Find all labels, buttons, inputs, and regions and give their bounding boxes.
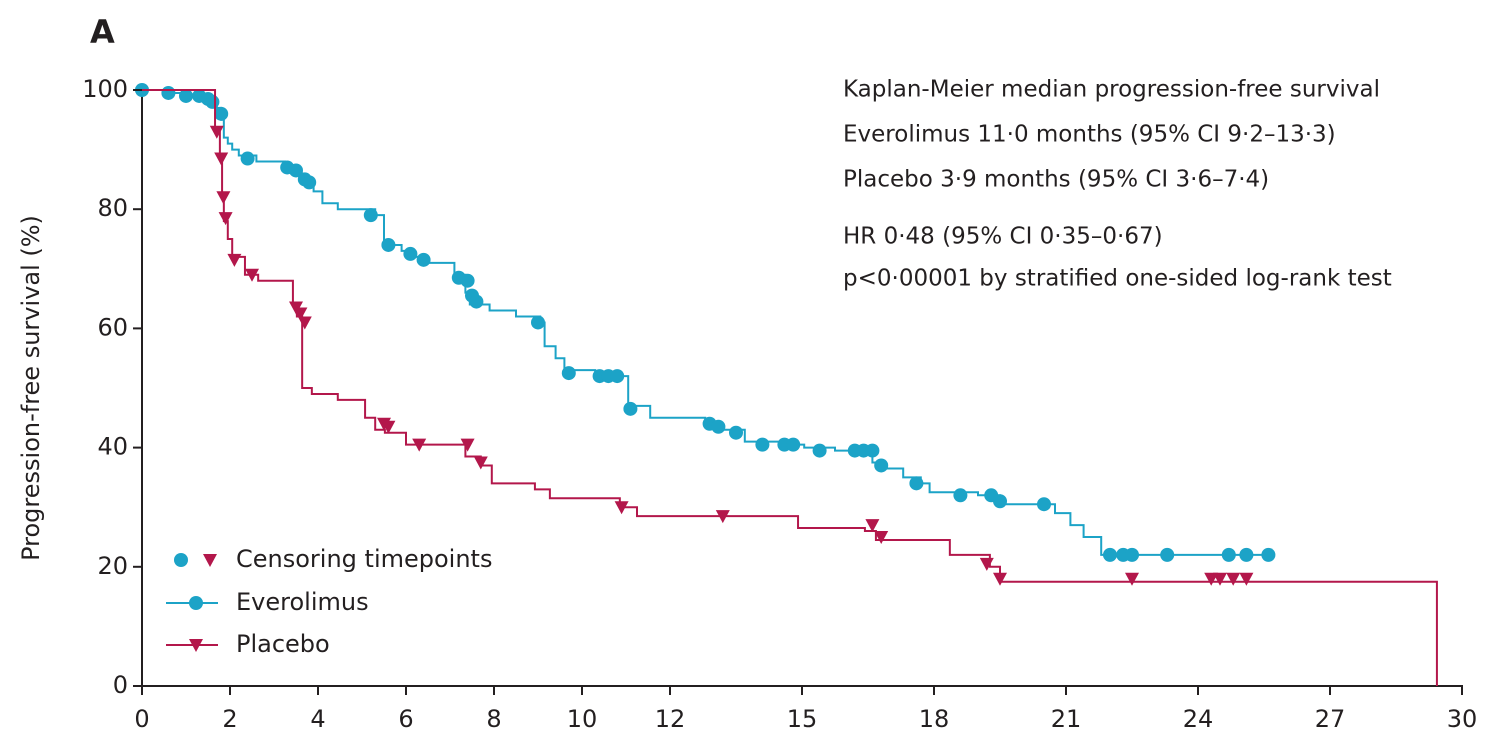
censor-mark <box>1125 547 1139 562</box>
censor-mark <box>302 175 317 190</box>
censor-mark <box>874 458 889 473</box>
censor-mark <box>993 494 1007 509</box>
censor-mark <box>218 212 233 226</box>
censor-mark <box>1226 572 1241 586</box>
legend-censor-symbol <box>203 554 217 567</box>
censor-mark <box>1103 547 1117 562</box>
censor-mark <box>473 456 488 470</box>
x-tick-label: 18 <box>919 705 950 733</box>
censor-mark <box>1204 572 1219 586</box>
censor-mark <box>381 237 396 252</box>
censor-mark <box>865 519 880 533</box>
censor-mark <box>614 501 629 515</box>
censor-mark <box>214 152 229 166</box>
censor-mark <box>209 125 224 139</box>
censor-mark <box>755 437 770 452</box>
censor-mark <box>1239 547 1254 562</box>
survival-curve <box>142 89 1269 556</box>
censor-mark <box>812 443 827 458</box>
censor-mark <box>711 419 726 434</box>
censor-mark <box>909 476 924 491</box>
annotation: Placebo 3·9 months (95% CI 3·6–7·4) <box>843 167 1269 193</box>
annotations: Kaplan-Meier median progression-free sur… <box>843 77 1392 292</box>
y-tick-label: 100 <box>82 75 128 103</box>
censor-mark <box>381 420 396 434</box>
panel-label: A <box>90 13 115 51</box>
x-tick-label: 6 <box>398 705 413 733</box>
censor-mark <box>412 438 427 452</box>
censor-mark <box>1221 547 1236 562</box>
censor-mark <box>363 208 378 223</box>
x-tick-label: 24 <box>1183 705 1214 733</box>
curves <box>135 83 1438 686</box>
y-tick-label: 20 <box>97 552 128 580</box>
censor-mark <box>416 252 431 267</box>
legend-label: Everolimus <box>236 588 369 616</box>
x-tick-label: 12 <box>655 705 686 733</box>
x-tick-label: 10 <box>567 705 598 733</box>
x-tick-label: 27 <box>1315 705 1346 733</box>
y-tick-label: 40 <box>97 433 128 461</box>
annotation: p<0·00001 by stratified one-sided log-ra… <box>843 266 1392 292</box>
censor-mark <box>623 401 638 416</box>
censor-mark <box>289 163 303 178</box>
censor-mark <box>403 246 418 261</box>
legend-label: Placebo <box>236 630 330 658</box>
y-tick-label: 80 <box>97 194 128 222</box>
censor-mark <box>729 425 743 440</box>
censor-mark <box>1239 572 1254 586</box>
censor-mark <box>460 273 475 288</box>
censor-mark <box>786 437 801 452</box>
censor-mark <box>297 316 312 330</box>
censor-mark <box>214 106 229 121</box>
y-tick-label: 60 <box>97 313 128 341</box>
censor-mark <box>715 510 730 524</box>
x-tick-label: 8 <box>486 705 501 733</box>
censor-mark <box>1037 497 1051 512</box>
censor-mark <box>227 253 242 267</box>
censor-mark <box>469 294 484 309</box>
annotation: Kaplan-Meier median progression-free sur… <box>843 77 1380 103</box>
censor-mark <box>1160 547 1175 562</box>
legend-symbol <box>189 639 203 652</box>
x-tick-label: 30 <box>1447 705 1478 733</box>
x-tick-label: 15 <box>787 705 818 733</box>
x-tick-label: 2 <box>222 705 237 733</box>
y-axis-label: Progression-free survival (%) <box>17 215 45 561</box>
censor-mark <box>205 94 220 109</box>
censor-mark <box>1213 572 1227 586</box>
censor-mark <box>293 307 308 321</box>
censor-mark <box>561 366 576 381</box>
x-tick-label: 21 <box>1051 705 1082 733</box>
censor-mark <box>161 85 176 100</box>
censor-mark <box>240 151 255 166</box>
y-tick-label: 0 <box>113 671 128 699</box>
censor-mark <box>460 438 475 452</box>
legend-label: Censoring timepoints <box>236 545 492 573</box>
legend-symbol <box>189 596 203 610</box>
censor-mark <box>245 268 259 282</box>
censor-mark <box>1125 572 1139 586</box>
censor-mark <box>953 488 968 503</box>
annotation: Everolimus 11·0 months (95% CI 9·2–13·3) <box>843 122 1336 148</box>
censor-mark <box>1261 547 1276 562</box>
censor-mark <box>993 572 1007 586</box>
censor-mark <box>610 369 625 384</box>
survival-curve <box>142 89 1438 686</box>
censor-mark <box>531 315 545 330</box>
legend: Censoring timepoints Everolimus Placebo <box>166 545 492 658</box>
censor-mark <box>874 531 889 544</box>
censor-mark <box>216 191 231 205</box>
x-tick-label: 0 <box>134 705 149 733</box>
x-tick-label: 4 <box>310 705 325 733</box>
censor-mark <box>865 443 880 458</box>
legend-censor-symbol <box>174 553 188 567</box>
censor-mark <box>979 557 994 571</box>
censor-mark <box>179 88 193 103</box>
annotation: HR 0·48 (95% CI 0·35–0·67) <box>843 224 1163 250</box>
